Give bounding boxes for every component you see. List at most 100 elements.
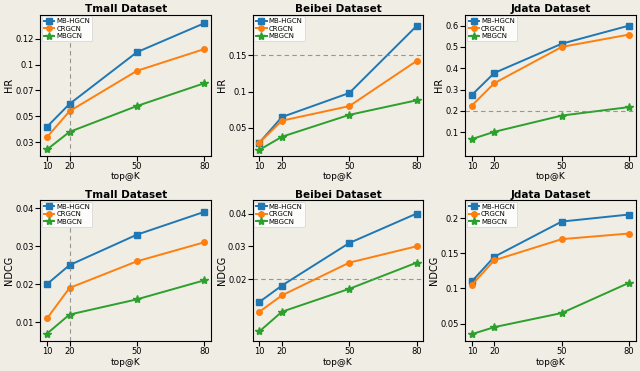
MBGCN [468, 332, 476, 336]
MBGCN [44, 331, 51, 336]
CRGCN [66, 109, 74, 114]
CRGCN [255, 140, 263, 145]
X-axis label: top@K: top@K [536, 173, 565, 181]
Title: Tmall Dataset: Tmall Dataset [84, 4, 167, 14]
MB-HGCN [133, 233, 141, 237]
MBGCN [66, 312, 74, 317]
CRGCN [44, 135, 51, 139]
CRGCN [200, 47, 208, 51]
CRGCN [278, 293, 285, 298]
Y-axis label: NDCG: NDCG [216, 256, 227, 285]
CRGCN [66, 286, 74, 290]
MBGCN [255, 148, 263, 152]
X-axis label: top@K: top@K [323, 358, 353, 367]
MB-HGCN [66, 263, 74, 267]
Line: MBGCN: MBGCN [43, 276, 209, 338]
Legend: MB-HGCN, CRGCN, MBGCN: MB-HGCN, CRGCN, MBGCN [42, 16, 92, 41]
MB-HGCN [200, 210, 208, 214]
MB-HGCN [490, 71, 498, 75]
CRGCN [133, 259, 141, 263]
Legend: MB-HGCN, CRGCN, MBGCN: MB-HGCN, CRGCN, MBGCN [254, 16, 305, 41]
Line: MB-HGCN: MB-HGCN [257, 23, 419, 145]
MBGCN [346, 286, 353, 291]
MB-HGCN [625, 212, 633, 217]
MBGCN [468, 137, 476, 141]
X-axis label: top@K: top@K [536, 358, 565, 367]
X-axis label: top@K: top@K [111, 173, 141, 181]
Line: MB-HGCN: MB-HGCN [44, 20, 207, 129]
MBGCN [278, 309, 285, 314]
Legend: MB-HGCN, CRGCN, MBGCN: MB-HGCN, CRGCN, MBGCN [467, 202, 517, 227]
CRGCN [468, 104, 476, 108]
Line: MBGCN: MBGCN [468, 103, 633, 143]
MB-HGCN [346, 241, 353, 245]
MBGCN [346, 113, 353, 117]
Line: CRGCN: CRGCN [257, 58, 419, 145]
MB-HGCN [278, 283, 285, 288]
Line: MB-HGCN: MB-HGCN [469, 23, 632, 98]
Legend: MB-HGCN, CRGCN, MBGCN: MB-HGCN, CRGCN, MBGCN [42, 202, 92, 227]
MB-HGCN [558, 219, 566, 224]
CRGCN [346, 104, 353, 108]
Title: Beibei Dataset: Beibei Dataset [294, 190, 381, 200]
MB-HGCN [625, 23, 633, 28]
Line: MB-HGCN: MB-HGCN [469, 212, 632, 284]
CRGCN [490, 258, 498, 263]
Y-axis label: NDCG: NDCG [4, 256, 14, 285]
MBGCN [255, 329, 263, 334]
CRGCN [278, 118, 285, 123]
Title: Jdata Dataset: Jdata Dataset [510, 190, 591, 200]
Line: CRGCN: CRGCN [257, 243, 419, 315]
CRGCN [558, 45, 566, 49]
Line: CRGCN: CRGCN [469, 231, 632, 288]
Line: MBGCN: MBGCN [468, 279, 633, 338]
MB-HGCN [413, 24, 420, 28]
CRGCN [413, 244, 420, 249]
MBGCN [44, 147, 51, 152]
MB-HGCN [133, 50, 141, 55]
MBGCN [558, 114, 566, 118]
CRGCN [44, 316, 51, 321]
Legend: MB-HGCN, CRGCN, MBGCN: MB-HGCN, CRGCN, MBGCN [254, 202, 305, 227]
MB-HGCN [490, 255, 498, 259]
Y-axis label: HR: HR [217, 78, 227, 92]
X-axis label: top@K: top@K [111, 358, 141, 367]
CRGCN [200, 240, 208, 244]
MB-HGCN [468, 279, 476, 283]
Y-axis label: HR: HR [434, 78, 444, 92]
Line: CRGCN: CRGCN [44, 46, 207, 140]
Line: CRGCN: CRGCN [469, 32, 632, 108]
MB-HGCN [558, 42, 566, 46]
Title: Tmall Dataset: Tmall Dataset [84, 190, 167, 200]
MBGCN [200, 81, 208, 85]
MBGCN [200, 278, 208, 283]
MB-HGCN [44, 282, 51, 286]
Line: MBGCN: MBGCN [255, 96, 421, 154]
MB-HGCN [200, 21, 208, 26]
MBGCN [413, 98, 420, 102]
CRGCN [558, 237, 566, 242]
MBGCN [558, 311, 566, 315]
CRGCN [625, 32, 633, 37]
MBGCN [413, 260, 420, 265]
Legend: MB-HGCN, CRGCN, MBGCN: MB-HGCN, CRGCN, MBGCN [467, 16, 517, 41]
MB-HGCN [44, 125, 51, 129]
MBGCN [625, 280, 633, 285]
CRGCN [413, 59, 420, 63]
Line: MB-HGCN: MB-HGCN [257, 211, 419, 305]
Y-axis label: HR: HR [4, 78, 14, 92]
Line: MBGCN: MBGCN [255, 259, 421, 335]
CRGCN [468, 283, 476, 287]
Y-axis label: NDCG: NDCG [429, 256, 439, 285]
CRGCN [625, 231, 633, 236]
MB-HGCN [468, 93, 476, 97]
MBGCN [625, 105, 633, 109]
MB-HGCN [255, 300, 263, 304]
X-axis label: top@K: top@K [323, 173, 353, 181]
CRGCN [490, 81, 498, 85]
Line: CRGCN: CRGCN [44, 240, 207, 321]
MBGCN [278, 135, 285, 139]
MBGCN [490, 325, 498, 329]
Title: Jdata Dataset: Jdata Dataset [510, 4, 591, 14]
CRGCN [255, 309, 263, 314]
